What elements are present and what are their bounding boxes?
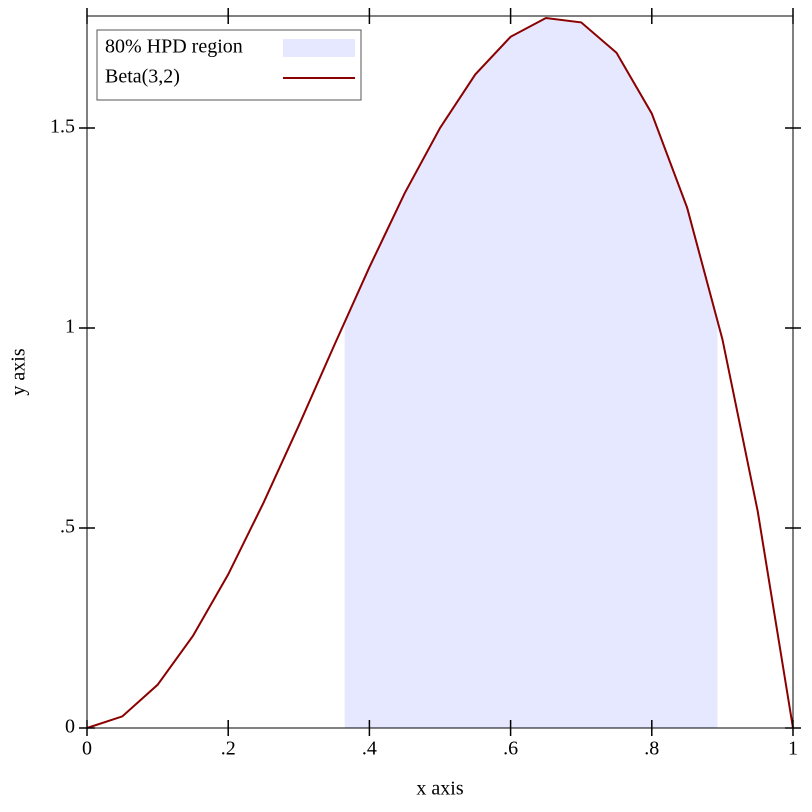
- y-tick-label: 1: [65, 316, 75, 338]
- x-tick-label: 1: [788, 738, 798, 760]
- x-tick-label: .4: [362, 738, 377, 760]
- y-tick-label: 1.5: [50, 116, 75, 138]
- x-tick-label: .6: [503, 738, 518, 760]
- x-tick-label: .8: [644, 738, 659, 760]
- hpd-area: [344, 18, 718, 728]
- y-tick-label: .5: [60, 516, 75, 538]
- x-axis-label: x axis: [416, 778, 463, 800]
- legend-swatch: [283, 39, 355, 57]
- plot-frame: [86, 15, 794, 729]
- x-tick-label: .2: [221, 738, 236, 760]
- y-tick-label: 0: [65, 716, 75, 738]
- x-tick-label: 0: [82, 738, 92, 760]
- y-axis-label: y axis: [8, 348, 30, 395]
- legend-label: 80% HPD region: [105, 36, 243, 58]
- legend-label: Beta(3,2): [105, 66, 180, 88]
- density-line: [86, 16, 794, 729]
